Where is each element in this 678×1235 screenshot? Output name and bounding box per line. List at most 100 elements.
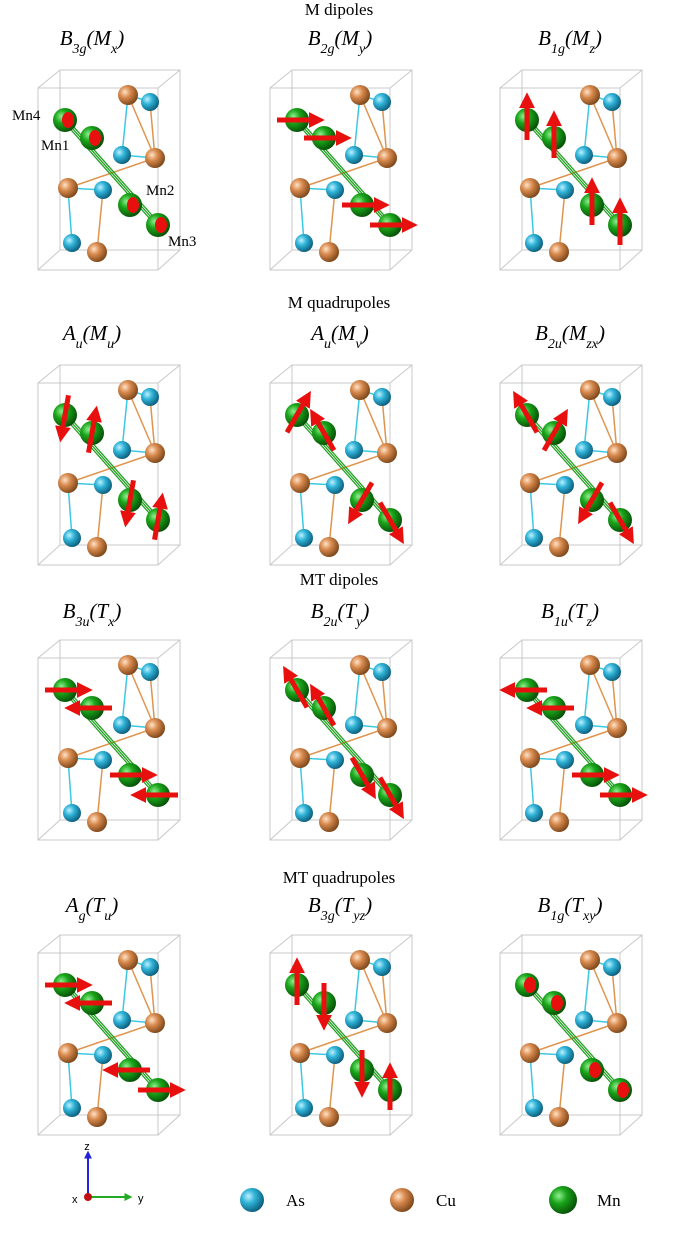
- legend-label: Cu: [436, 1191, 456, 1210]
- as-atom: [141, 958, 159, 976]
- label-subscript: zx: [585, 337, 598, 352]
- mn-bond: [527, 985, 620, 1090]
- label-text: ): [113, 599, 121, 623]
- label-subscript: 3g: [320, 909, 335, 924]
- cu-atom: [118, 655, 138, 675]
- as-atom: [525, 529, 543, 547]
- cu-atom: [549, 812, 569, 832]
- panel-label: B3g(Tyz): [308, 893, 372, 924]
- label-subscript: u: [107, 337, 114, 352]
- cell-edge: [38, 1115, 60, 1135]
- legend-label: As: [286, 1191, 305, 1210]
- as-atom: [63, 1099, 81, 1117]
- cell-edge: [38, 640, 60, 658]
- cell-edge: [620, 250, 642, 270]
- mn-bond: [297, 988, 390, 1093]
- label-text: B: [538, 893, 551, 917]
- cu-atom: [580, 85, 600, 105]
- as-atom: [345, 146, 363, 164]
- cell-edge: [270, 70, 292, 88]
- label-text: ): [116, 26, 124, 50]
- as-atom: [603, 958, 621, 976]
- cell-edge: [158, 545, 180, 565]
- cell-edge: [38, 545, 60, 565]
- cu-atom: [520, 748, 540, 768]
- as-atom: [373, 958, 391, 976]
- label-subscript: u: [324, 337, 331, 352]
- mn-bond: [527, 120, 620, 225]
- cell-edge: [390, 935, 412, 953]
- cu-atom: [118, 85, 138, 105]
- mn-bond: [527, 418, 620, 523]
- cell-edge: [390, 545, 412, 565]
- section-title: M quadrupoles: [288, 293, 390, 312]
- cu-atom: [58, 178, 78, 198]
- spin-dot: [524, 977, 536, 993]
- as-atom: [373, 663, 391, 681]
- panel-label: B2u(Mzx): [535, 321, 605, 352]
- panel-label: B1g(Mz): [538, 26, 602, 57]
- structure: [500, 70, 642, 270]
- cell-edge: [270, 935, 292, 953]
- atom-label: Mn4: [12, 108, 41, 124]
- label-subscript: 3u: [74, 615, 89, 630]
- as-atom: [373, 388, 391, 406]
- cu-atom: [377, 718, 397, 738]
- label-subscript: u: [76, 337, 83, 352]
- structure: [500, 640, 642, 840]
- as-atom: [603, 663, 621, 681]
- spin-dot: [551, 995, 563, 1011]
- as-atom: [113, 146, 131, 164]
- as-atom: [603, 93, 621, 111]
- cell-edge: [38, 250, 60, 270]
- cu-atom: [377, 443, 397, 463]
- as-atom: [113, 441, 131, 459]
- label-subscript: xy: [582, 909, 596, 924]
- cu-atom: [607, 718, 627, 738]
- label-text: A: [64, 893, 79, 917]
- cell-edge: [38, 70, 60, 88]
- as-atom: [373, 93, 391, 111]
- as-atom: [345, 716, 363, 734]
- legend-label: Mn: [597, 1191, 621, 1210]
- cell-edge: [620, 820, 642, 840]
- label-text: (T: [564, 893, 584, 917]
- cu-atom: [350, 85, 370, 105]
- cu-atom: [145, 1013, 165, 1033]
- figure: M dipolesB3g(Mx)Mn4Mn1Mn2Mn3B2g(My)B1g(M…: [0, 0, 678, 1235]
- cell-edge: [620, 640, 642, 658]
- cell-edge: [500, 70, 522, 88]
- mn-bond: [297, 418, 390, 523]
- label-text: A: [61, 321, 76, 345]
- label-text: ): [361, 321, 369, 345]
- label-text: (M: [335, 26, 361, 50]
- cu-atom: [58, 1043, 78, 1063]
- cell-edge: [620, 365, 642, 383]
- mn-bond: [527, 415, 620, 520]
- label-text: (T: [568, 599, 588, 623]
- label-subscript: g: [79, 909, 86, 924]
- as-atom: [326, 751, 344, 769]
- label-subscript: 2g: [321, 42, 335, 57]
- spin-dot: [127, 197, 139, 213]
- label-subscript: 2u: [323, 615, 337, 630]
- cell-edge: [620, 70, 642, 88]
- as-atom: [295, 1099, 313, 1117]
- spin-dot: [617, 1082, 629, 1098]
- label-text: B: [308, 26, 321, 50]
- label-text: ): [591, 599, 599, 623]
- cell-edge: [390, 820, 412, 840]
- label-text: ): [364, 893, 372, 917]
- mn-bond: [297, 693, 390, 798]
- cu-atom: [607, 443, 627, 463]
- as-atom: [94, 1046, 112, 1064]
- as-atom: [525, 1099, 543, 1117]
- axis-label: y: [138, 1193, 144, 1205]
- spin-dot: [62, 112, 74, 128]
- cell-edge: [390, 365, 412, 383]
- cu-atom: [377, 1013, 397, 1033]
- cu-atom: [290, 473, 310, 493]
- label-text: B: [535, 321, 548, 345]
- as-atom: [141, 663, 159, 681]
- atom-label: Mn2: [146, 183, 174, 199]
